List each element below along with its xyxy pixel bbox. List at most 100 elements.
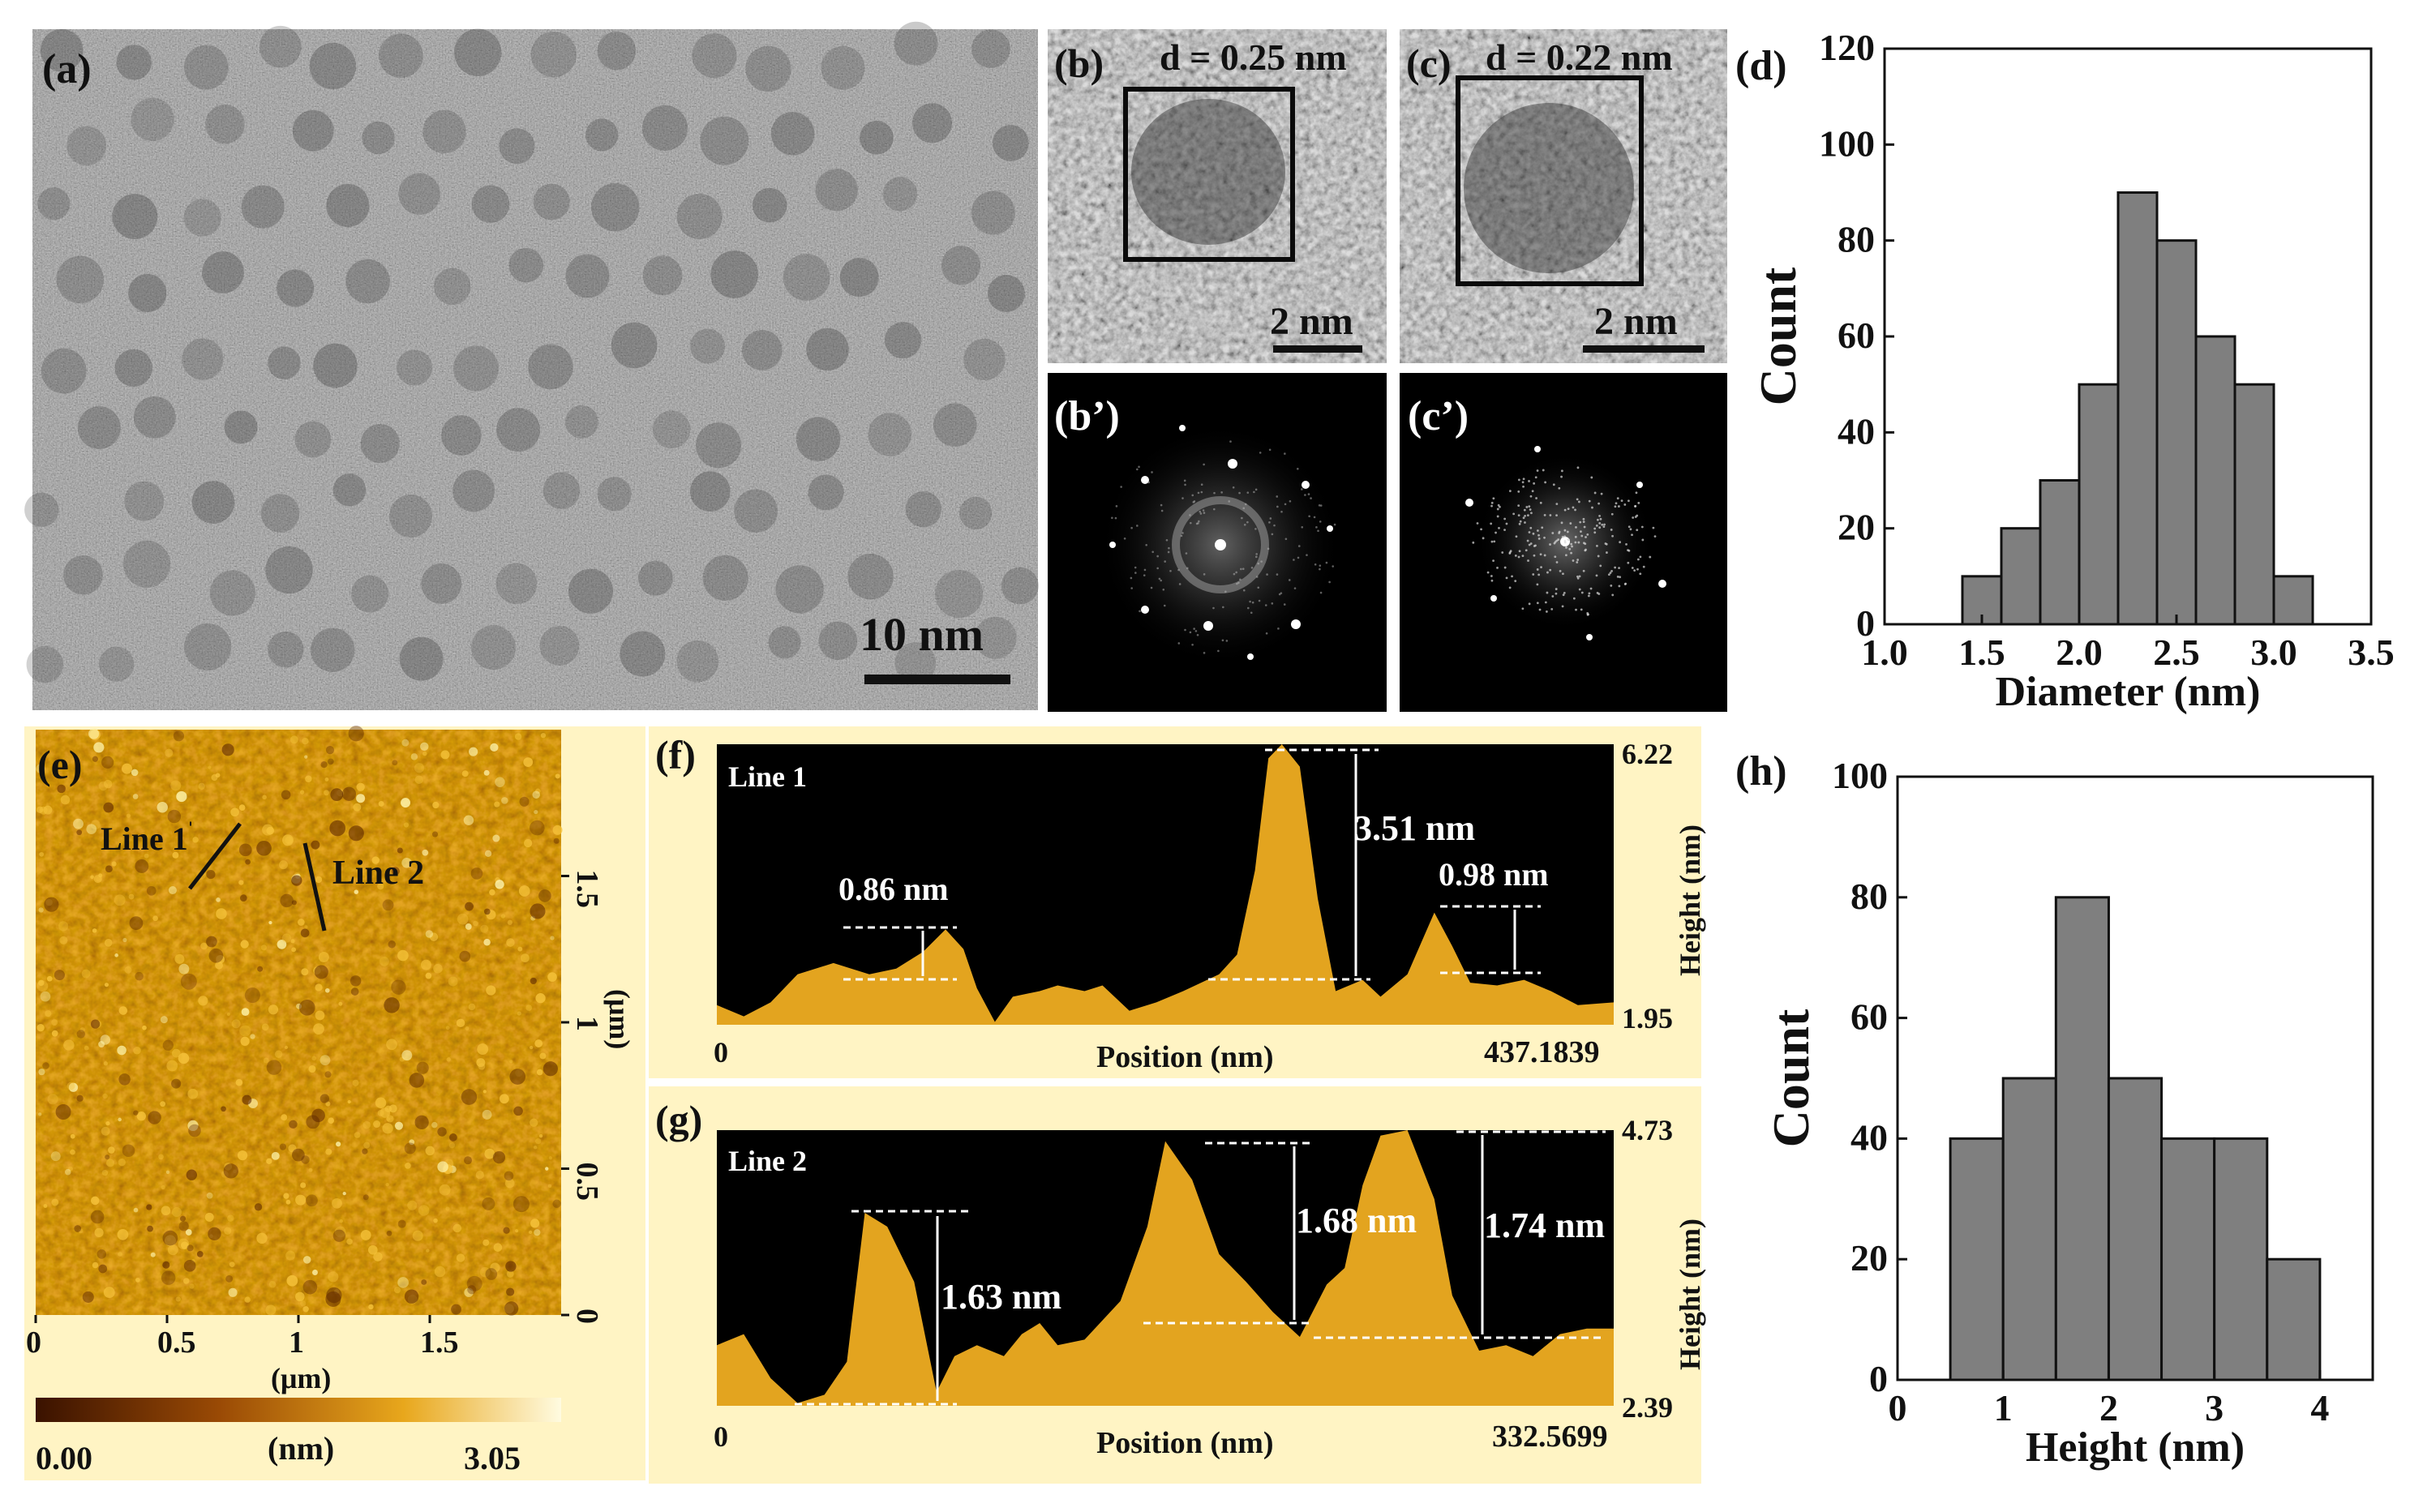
afm-dark-pit bbox=[416, 1061, 429, 1074]
afm-dark-pit bbox=[397, 847, 403, 854]
y-tick-label: 0 bbox=[1869, 1358, 1888, 1399]
fft-speckle bbox=[1178, 583, 1181, 585]
nanodot bbox=[796, 417, 841, 461]
afm-speck bbox=[507, 919, 513, 925]
afm-speck bbox=[480, 924, 489, 933]
fft-speckle bbox=[1255, 576, 1259, 578]
afm-speck bbox=[70, 1133, 75, 1139]
afm-dark-pit bbox=[384, 997, 400, 1013]
fft-speckle bbox=[1523, 508, 1526, 512]
afm-dark-pit bbox=[187, 1244, 194, 1252]
nanodot bbox=[911, 103, 953, 143]
afm-dark-pit bbox=[206, 870, 216, 880]
afm-dark-pit bbox=[512, 1196, 530, 1213]
fft-speckle bbox=[1269, 517, 1272, 520]
afm-speck bbox=[354, 889, 358, 894]
fft-speckle bbox=[1629, 528, 1632, 531]
afm-speck bbox=[410, 753, 418, 760]
nanodot bbox=[959, 496, 993, 530]
fft-spot bbox=[1465, 499, 1473, 507]
afm-speck bbox=[535, 788, 541, 795]
afm-dark-pit bbox=[409, 1073, 425, 1088]
afm-speck bbox=[514, 733, 522, 740]
afm-dark-pit bbox=[245, 859, 251, 865]
fft-speckle bbox=[1587, 594, 1590, 598]
afm-dark-pit bbox=[388, 940, 396, 949]
fft-speckle bbox=[1169, 569, 1172, 572]
fft-speckle bbox=[1297, 545, 1301, 547]
afm-speck bbox=[128, 893, 135, 900]
afm-speck bbox=[171, 1048, 181, 1058]
y-tick-label: 100 bbox=[1819, 122, 1875, 164]
afm-speck bbox=[530, 1219, 540, 1228]
nanodot bbox=[123, 540, 171, 588]
afm-speck bbox=[284, 1045, 289, 1050]
afm-speck bbox=[108, 1146, 115, 1154]
fft-speckle bbox=[1501, 551, 1504, 554]
nanodot bbox=[530, 31, 577, 78]
fft-speckle bbox=[1490, 579, 1494, 582]
fft-speckle bbox=[1229, 440, 1232, 443]
fft-speckle bbox=[1490, 501, 1494, 504]
nanodot bbox=[987, 274, 1025, 312]
fft-speckle bbox=[1580, 591, 1584, 594]
nanodot bbox=[770, 112, 815, 156]
afm-dark-pit bbox=[513, 1106, 523, 1116]
afm-dark-pit bbox=[161, 1270, 176, 1285]
profile-g-xlabel: Position (nm) bbox=[1096, 1426, 1274, 1460]
afm-dark-pit bbox=[223, 1163, 238, 1179]
afm-speck bbox=[227, 1214, 234, 1222]
afm-dark-pit bbox=[421, 1279, 427, 1285]
fft-spot bbox=[1534, 446, 1541, 452]
fft-speckle bbox=[1584, 542, 1587, 546]
fft-speckle bbox=[1577, 500, 1580, 503]
afm-dark-pit bbox=[506, 1287, 515, 1296]
nanodot bbox=[434, 268, 471, 306]
fft-speckle bbox=[1574, 541, 1577, 544]
afm-dark-pit bbox=[552, 1199, 561, 1208]
afm-speck bbox=[325, 1101, 331, 1107]
fft-speckle bbox=[1526, 539, 1529, 542]
afm-speck bbox=[281, 933, 292, 943]
fft-speckle bbox=[1536, 469, 1539, 472]
nanodot bbox=[309, 42, 357, 90]
fft-speckle bbox=[1147, 481, 1150, 484]
afm-dark-pit bbox=[391, 979, 406, 995]
afm-dark-pit bbox=[362, 1194, 369, 1201]
fft-speckle bbox=[1525, 549, 1528, 552]
fft-speckle bbox=[1260, 560, 1263, 563]
afm-speck bbox=[268, 1280, 277, 1288]
afm-speck bbox=[420, 959, 431, 970]
fft-speckle bbox=[1588, 592, 1591, 595]
afm-dark-pit bbox=[76, 1094, 84, 1102]
afm-speck bbox=[142, 1025, 147, 1030]
afm-speck bbox=[51, 1019, 58, 1026]
fft-speckle bbox=[1136, 525, 1139, 527]
afm-speck bbox=[38, 907, 44, 913]
fft-speckle bbox=[1610, 529, 1613, 531]
afm-speck bbox=[304, 755, 308, 759]
fft-speckle bbox=[1563, 591, 1566, 594]
afm-dark-pit bbox=[404, 1142, 416, 1154]
x-tick-label: 1.5 bbox=[1958, 632, 2005, 673]
nanodot bbox=[565, 254, 610, 298]
afm-speck bbox=[500, 914, 506, 919]
fft-speckle bbox=[1599, 517, 1602, 520]
tem-texture-a bbox=[32, 29, 1038, 710]
nanodot bbox=[471, 625, 516, 670]
afm-dark-pit bbox=[118, 1073, 131, 1086]
afm-speck bbox=[274, 1050, 283, 1059]
fft-speckle bbox=[1499, 505, 1501, 508]
fft-speckle bbox=[1555, 588, 1558, 590]
afm-speck bbox=[88, 728, 100, 739]
afm-speck bbox=[36, 1023, 45, 1032]
fft-speckle bbox=[1202, 509, 1205, 512]
afm-speck bbox=[403, 822, 410, 828]
fft-speckle bbox=[1222, 606, 1224, 609]
afm-speck bbox=[216, 908, 227, 919]
afm-speck bbox=[161, 1184, 165, 1190]
fft-speckle bbox=[1598, 526, 1602, 529]
fft-speckle bbox=[1534, 544, 1537, 547]
fft-speckle bbox=[1597, 518, 1599, 521]
afm-speck bbox=[437, 1161, 448, 1172]
